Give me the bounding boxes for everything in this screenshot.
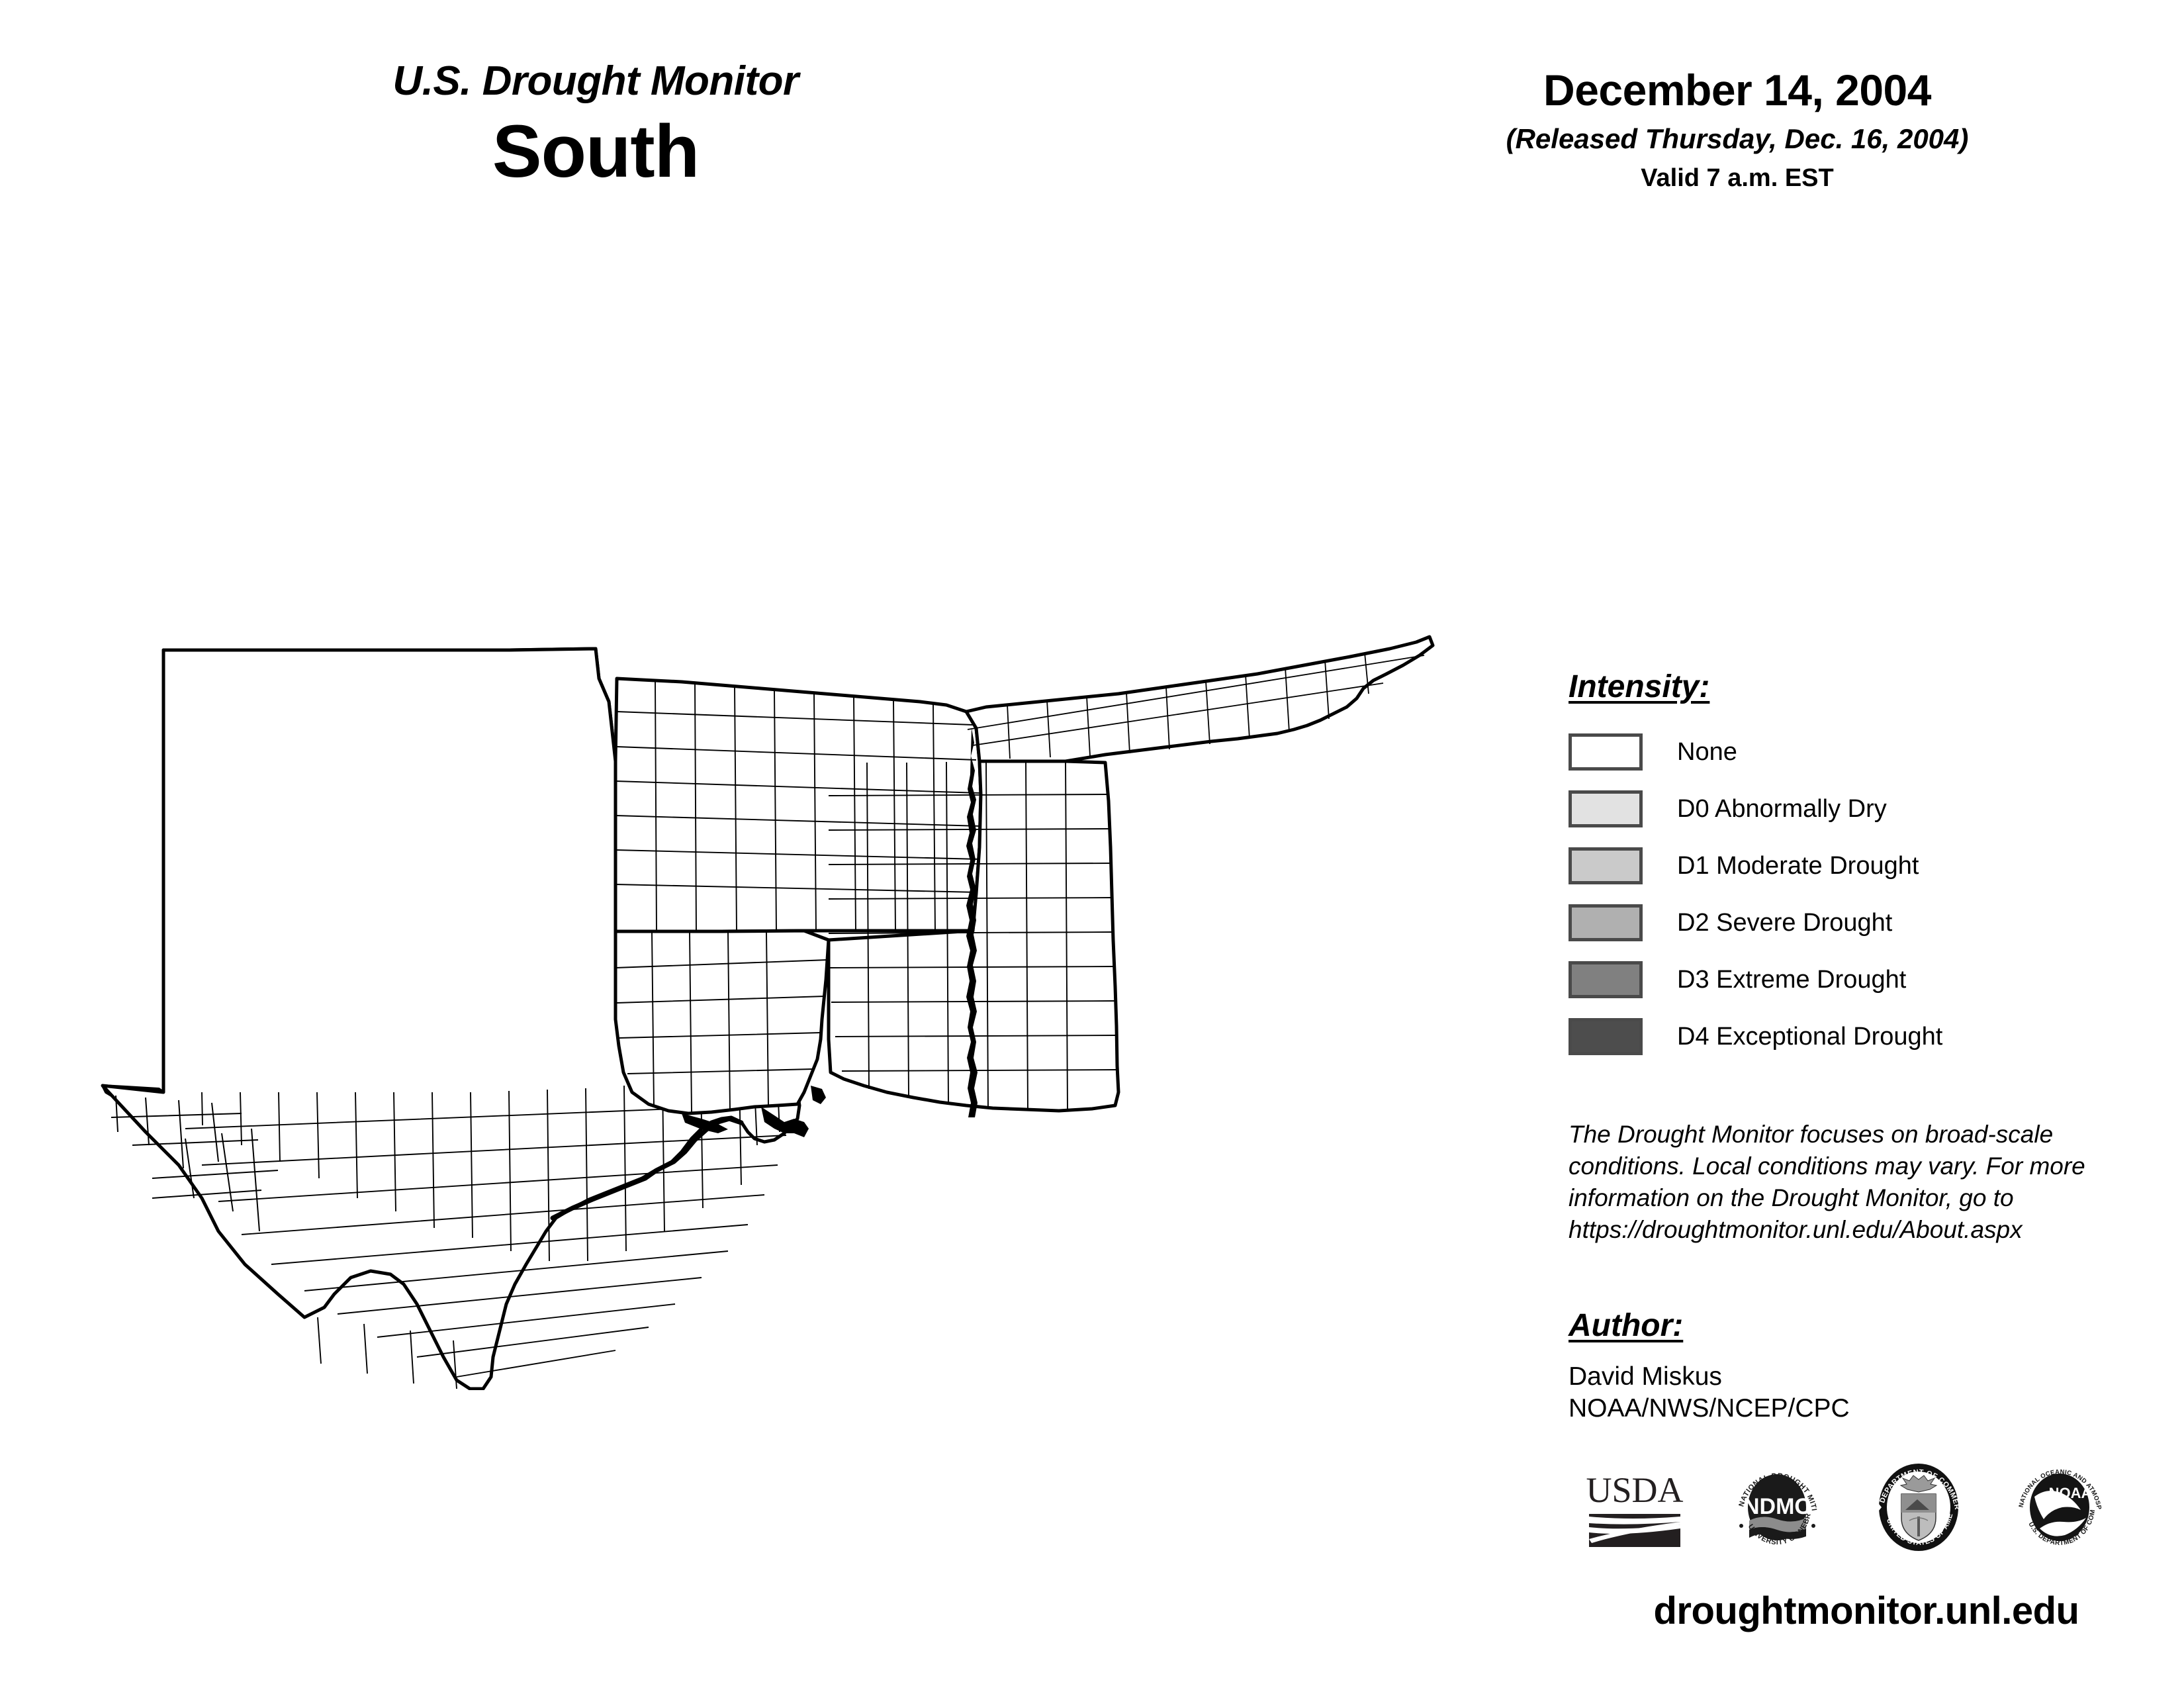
release-date: (Released Thursday, Dec. 16, 2004): [1506, 122, 1969, 154]
noaa-logo-svg: NATIONAL OCEANIC AND ATMOSPHERIC ADMINIS…: [2009, 1454, 2103, 1547]
legend-title: Intensity:: [1569, 669, 1710, 704]
header-right-block: December 14, 2004 (Released Thursday, De…: [1357, 66, 2118, 193]
legend-item-d2[interactable]: D2 Severe Drought: [1569, 894, 2164, 951]
disclaimer-url[interactable]: https://droughtmonitor.unl.edu/About.asp…: [1569, 1216, 2023, 1244]
legend-label-d3: D3 Extreme Drought: [1677, 966, 1907, 994]
doc-logo[interactable]: DEPARTMENT OF COMMERCE UNITED STATES OF …: [1868, 1454, 1967, 1559]
arkansas-counties: [614, 677, 983, 933]
page-title: U.S. Drought Monitor: [392, 58, 799, 104]
ndmc-wordmark: NDMC: [1743, 1494, 1811, 1519]
swatch-d4: [1569, 1018, 1643, 1055]
swatch-none: [1569, 733, 1643, 771]
valid-time: Valid 7 a.m. EST: [1641, 164, 1834, 192]
disclaimer-line-3: information on the Drought Monitor, go t…: [1569, 1184, 2014, 1212]
legend-label-d0: D0 Abnormally Dry: [1677, 795, 1887, 823]
doc-logo-svg: DEPARTMENT OF COMMERCE UNITED STATES OF …: [1868, 1454, 1964, 1551]
footer-url[interactable]: droughtmonitor.unl.edu: [1653, 1589, 2079, 1632]
legend-label-d4: D4 Exceptional Drought: [1677, 1023, 1943, 1051]
map-svg: [101, 635, 1435, 1390]
drought-map[interactable]: [86, 563, 1502, 1390]
legend-label-d1: D1 Moderate Drought: [1677, 852, 1919, 880]
intensity-legend: Intensity: None D0 Abnormally Dry D1 Mod…: [1569, 669, 2164, 1065]
tennessee-counties: [964, 635, 1435, 763]
swatch-d1: [1569, 847, 1643, 884]
mississippi-river: [966, 728, 978, 1117]
usda-wordmark: USDA: [1586, 1470, 1683, 1510]
legend-item-d0[interactable]: D0 Abnormally Dry: [1569, 780, 2164, 837]
noaa-wordmark: NOAA: [2049, 1485, 2092, 1501]
legend-item-d3[interactable]: D3 Extreme Drought: [1569, 951, 2164, 1008]
valid-date: December 14, 2004: [1543, 66, 1931, 115]
legend-item-d1[interactable]: D1 Moderate Drought: [1569, 837, 2164, 894]
author-name: David Miskus: [1569, 1362, 1722, 1391]
swatch-d0: [1569, 790, 1643, 827]
ndmc-logo-svg: NATIONAL DROUGHT MITIGATION CENTER UNIVE…: [1727, 1454, 1818, 1546]
disclaimer-line-1: The Drought Monitor focuses on broad-sca…: [1569, 1121, 2054, 1148]
author-block: Author: David Miskus NOAA/NWS/NCEP/CPC: [1569, 1307, 2164, 1424]
legend-label-none: None: [1677, 738, 1737, 766]
author-title: Author:: [1569, 1308, 1684, 1343]
ndmc-logo[interactable]: NATIONAL DROUGHT MITIGATION CENTER UNIVE…: [1727, 1454, 1825, 1559]
disclaimer-text: The Drought Monitor focuses on broad-sca…: [1569, 1119, 2164, 1246]
usda-logo[interactable]: USDA: [1585, 1465, 1684, 1554]
swatch-d2: [1569, 904, 1643, 941]
author-affiliation: NOAA/NWS/NCEP/CPC: [1569, 1393, 1850, 1423]
header-left-block: U.S. Drought Monitor South: [199, 60, 993, 192]
usda-logo-svg: USDA: [1586, 1470, 1684, 1547]
legend-label-d2: D2 Severe Drought: [1677, 909, 1893, 937]
noaa-logo[interactable]: NATIONAL OCEANIC AND ATMOSPHERIC ADMINIS…: [2009, 1454, 2108, 1559]
swatch-d3: [1569, 961, 1643, 998]
agency-logos: USDA NATIONAL DROUGHT MITIGATION CENTER …: [1585, 1454, 2108, 1559]
legend-item-none[interactable]: None: [1569, 724, 2164, 780]
legend-item-d4[interactable]: D4 Exceptional Drought: [1569, 1008, 2164, 1065]
disclaimer-line-2: conditions. Local conditions may vary. F…: [1569, 1152, 2085, 1180]
region-title: South: [492, 110, 700, 193]
gulf-coastline: [550, 1116, 744, 1221]
